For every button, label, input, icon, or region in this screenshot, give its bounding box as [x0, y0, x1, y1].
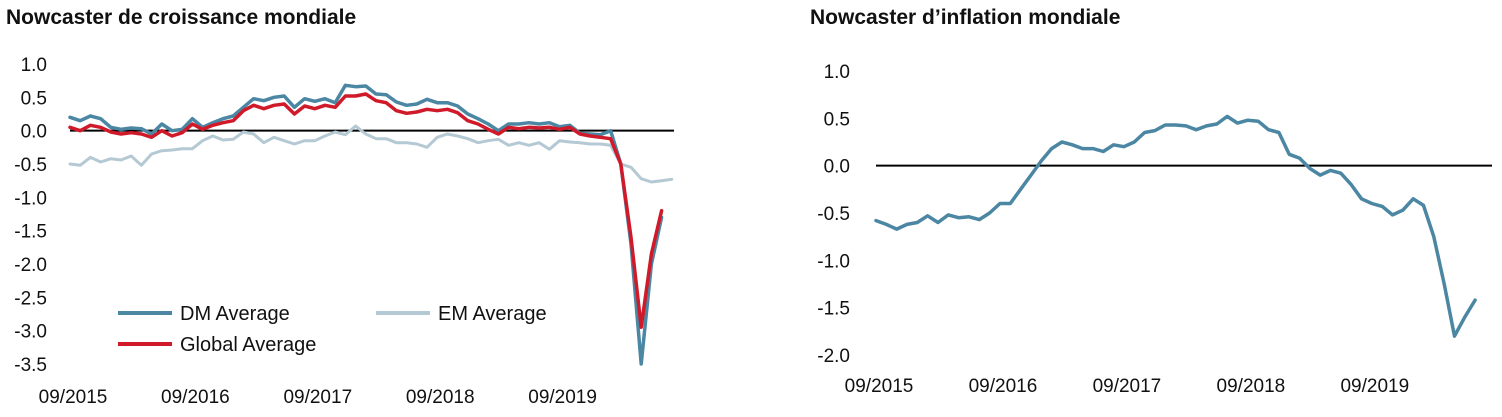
- inflation-y-tick-label: 0.5: [824, 109, 850, 130]
- growth-y-tick-label: -3.5: [14, 355, 47, 376]
- growth-x-tick-label: 09/2015: [39, 387, 108, 408]
- growth-x-tick-label: 09/2017: [283, 387, 352, 408]
- inflation-x-tick-label: 09/2018: [1217, 376, 1286, 397]
- growth-x-tick-label: 09/2019: [528, 387, 597, 408]
- growth-y-tick-label: -0.5: [14, 155, 47, 176]
- legend-label-dm-average: DM Average: [180, 303, 290, 325]
- legend-label-em-average: EM Average: [438, 303, 547, 325]
- inflation-x-tick-label: 09/2017: [1093, 376, 1162, 397]
- growth-x-tick-label: 09/2016: [161, 387, 230, 408]
- chart-title-growth: Nowcaster de croissance mondiale: [6, 6, 357, 29]
- growth-y-tick-label: -2.5: [14, 288, 47, 309]
- inflation-y-tick-label: -1.0: [817, 251, 850, 272]
- growth-y-tick-label: -3.0: [14, 322, 47, 343]
- growth-y-tick-label: 0.5: [21, 88, 47, 109]
- inflation-y-tick-label: -2.0: [817, 346, 850, 367]
- inflation-y-tick-label: -0.5: [817, 204, 850, 225]
- dm-average-series-line: [68, 83, 664, 366]
- inflation-x-tick-label: 09/2016: [969, 376, 1038, 397]
- growth-x-tick-label: 09/2018: [406, 387, 475, 408]
- inflation-y-tick-label: 0.0: [824, 157, 850, 178]
- growth-y-tick-label: -1.5: [14, 222, 47, 243]
- chart-title-inflation: Nowcaster d’inflation mondiale: [810, 6, 1121, 29]
- inflation-y-tick-label: 1.0: [824, 62, 850, 83]
- inflation-x-tick-label: 09/2015: [845, 376, 914, 397]
- growth-y-tick-label: -2.0: [14, 255, 47, 276]
- growth-y-tick-label: 1.0: [21, 55, 47, 76]
- legend-label-global-average: Global Average: [180, 334, 316, 356]
- growth-y-tick-label: 0.0: [21, 122, 47, 143]
- inflation-x-tick-label: 09/2019: [1340, 376, 1409, 397]
- inflation-y-tick-label: -1.5: [817, 299, 850, 320]
- growth-y-tick-label: -1.0: [14, 188, 47, 209]
- em-average-series-line: [68, 124, 674, 184]
- global-average-series-line: [68, 92, 664, 330]
- inflation-series-line: [874, 114, 1477, 338]
